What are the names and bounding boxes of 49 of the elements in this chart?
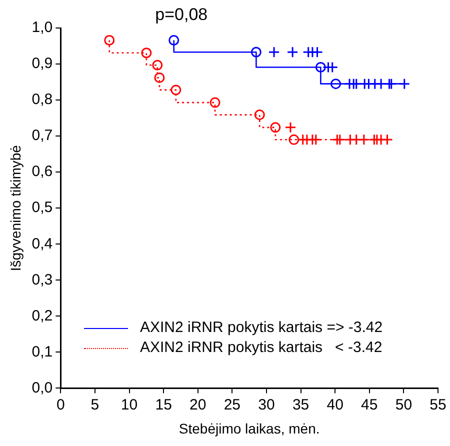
x-tick-label: 5	[90, 396, 100, 414]
point	[358, 134, 370, 146]
x-tick-label: 50	[395, 396, 412, 414]
x-tick-label: 45	[361, 396, 378, 414]
point	[284, 122, 296, 134]
y-tick-label: 0,5	[32, 199, 53, 216]
point	[141, 48, 152, 58]
point	[268, 46, 280, 58]
point	[154, 72, 165, 83]
point	[286, 46, 298, 58]
y-tick-label: 0,8	[32, 91, 53, 108]
x-tick-label: 35	[292, 396, 310, 414]
y-tick-label: 0,2	[32, 307, 53, 324]
y-tick-label: 0,1	[32, 343, 53, 360]
y-tick-label: 0,9	[32, 55, 53, 72]
point	[270, 122, 281, 133]
point	[312, 46, 323, 58]
x-tick-label: 10	[120, 396, 138, 414]
point	[288, 134, 300, 145]
point	[250, 46, 262, 58]
y-axis-title: Išgyvenimo tikimybė	[7, 144, 24, 272]
x-tick-label: 0	[56, 396, 65, 414]
y-tick-label: 0,0	[32, 379, 53, 396]
y-tick-label: 1,0	[32, 19, 53, 36]
point	[104, 34, 115, 46]
x-tick-label: 30	[258, 396, 275, 414]
point	[330, 78, 342, 90]
point	[170, 84, 182, 96]
point	[315, 62, 326, 73]
y-tick-label: 0,6	[32, 163, 53, 180]
x-tick-label: 55	[430, 396, 446, 414]
x-tick-label: 40	[326, 396, 344, 414]
y-tick-label: 0,3	[32, 271, 53, 288]
x-axis-title: Stebėjimo laikas, mėn.	[178, 420, 320, 436]
x-tick-label: 15	[155, 396, 172, 414]
y-tick-label: 0,7	[32, 127, 53, 144]
legend-label: AXIN2 iRNR pokytis kartais => -3.42	[140, 318, 383, 338]
point	[168, 34, 180, 46]
point	[334, 134, 346, 146]
legend-label: AXIN2 iRNR pokytis kartais < -3.42	[140, 338, 382, 358]
x-tick-label: 20	[190, 396, 206, 414]
x-tick-label: 25	[224, 396, 241, 414]
y-tick-label: 0,4	[32, 235, 53, 252]
point	[210, 97, 220, 108]
point	[152, 60, 163, 70]
point	[310, 134, 322, 146]
point	[381, 134, 393, 146]
text: p=0,08	[155, 5, 208, 24]
point	[254, 110, 265, 120]
